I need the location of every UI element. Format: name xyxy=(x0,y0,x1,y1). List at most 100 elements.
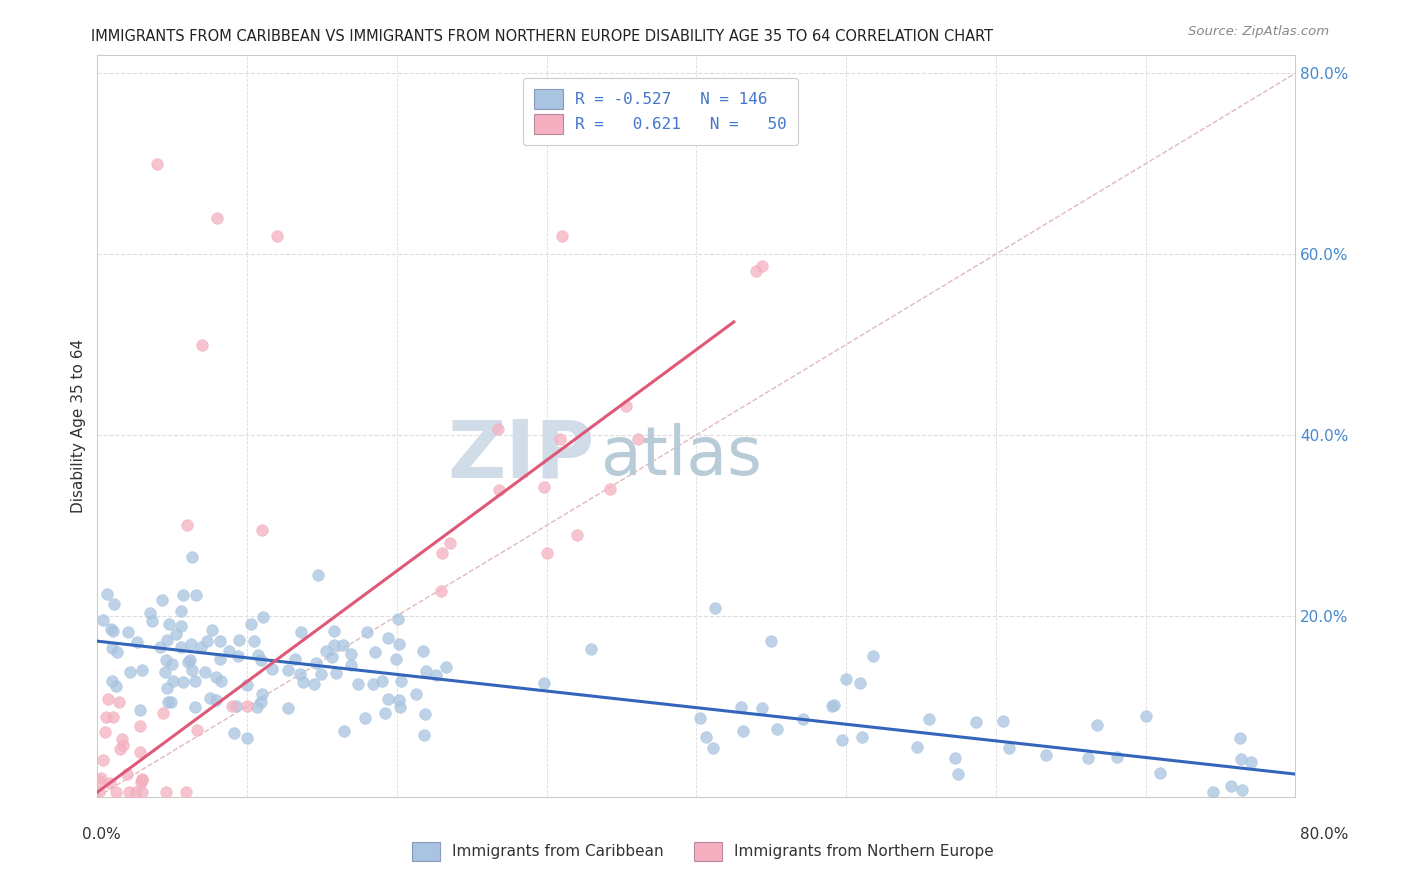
Point xyxy=(703,601,725,615)
Point xyxy=(385,652,408,666)
Point xyxy=(100,674,122,689)
Point xyxy=(246,699,269,714)
Point xyxy=(332,638,354,652)
Point xyxy=(184,700,207,714)
Point xyxy=(488,483,510,497)
Point xyxy=(152,706,174,720)
Point xyxy=(209,633,232,648)
Point xyxy=(918,712,941,726)
Point xyxy=(103,624,125,638)
Point xyxy=(96,587,118,601)
Text: Source: ZipAtlas.com: Source: ZipAtlas.com xyxy=(1188,25,1329,38)
Point xyxy=(599,482,621,496)
Point xyxy=(1230,752,1253,766)
Point xyxy=(905,739,928,754)
Point xyxy=(181,663,204,677)
Point xyxy=(157,617,180,632)
Point xyxy=(221,699,243,714)
Point xyxy=(94,725,117,739)
Point xyxy=(1077,751,1099,765)
Point xyxy=(371,674,394,689)
Point xyxy=(946,766,969,780)
Point xyxy=(131,772,153,787)
Point xyxy=(439,536,461,550)
Point xyxy=(87,785,110,799)
Point xyxy=(565,528,588,542)
Point xyxy=(105,785,128,799)
Point xyxy=(156,633,179,648)
Point xyxy=(733,723,755,738)
Point xyxy=(191,337,214,351)
Point xyxy=(627,432,650,446)
Point xyxy=(201,623,224,637)
Point xyxy=(198,691,221,706)
Point xyxy=(194,665,217,680)
Point xyxy=(702,741,724,756)
Point xyxy=(159,695,181,709)
Point xyxy=(247,648,270,663)
Point xyxy=(579,642,602,657)
Point xyxy=(1135,709,1157,723)
Point xyxy=(277,663,299,677)
Point xyxy=(1229,731,1251,746)
Point xyxy=(128,719,150,733)
Point xyxy=(190,640,212,655)
Point xyxy=(766,722,789,736)
Point xyxy=(129,745,152,759)
Point xyxy=(103,597,125,611)
Point xyxy=(141,614,163,628)
Point xyxy=(1202,785,1225,799)
Point xyxy=(170,640,193,655)
Point xyxy=(226,648,249,663)
Point xyxy=(150,593,173,607)
Point xyxy=(228,633,250,648)
Point xyxy=(347,677,370,691)
Point xyxy=(307,568,329,582)
Point xyxy=(1035,747,1057,762)
Point xyxy=(302,676,325,690)
Point xyxy=(277,701,299,715)
Point xyxy=(325,666,347,681)
Point xyxy=(966,715,988,730)
Point xyxy=(862,648,884,663)
Point xyxy=(361,677,384,691)
Point xyxy=(107,695,129,709)
Point xyxy=(305,657,328,671)
Point xyxy=(174,785,197,799)
Point xyxy=(139,607,162,621)
Point xyxy=(689,711,711,725)
Point xyxy=(146,156,169,170)
Point xyxy=(186,723,208,738)
Point xyxy=(388,700,411,714)
Point xyxy=(848,676,870,690)
Point xyxy=(235,731,257,746)
Point xyxy=(170,619,193,633)
Point xyxy=(90,771,112,785)
Point xyxy=(821,699,844,714)
Point xyxy=(831,733,853,747)
Point xyxy=(533,480,555,494)
Legend: Immigrants from Caribbean, Immigrants from Northern Europe: Immigrants from Caribbean, Immigrants fr… xyxy=(405,834,1001,868)
Point xyxy=(614,399,637,413)
Point xyxy=(184,588,207,602)
Point xyxy=(208,652,231,666)
Point xyxy=(695,730,717,744)
Point xyxy=(430,545,453,559)
Point xyxy=(548,432,571,446)
Point xyxy=(170,604,193,618)
Text: ZIP: ZIP xyxy=(447,417,595,494)
Point xyxy=(155,785,177,799)
Point xyxy=(91,613,114,627)
Point xyxy=(332,724,354,739)
Point xyxy=(156,681,179,695)
Point xyxy=(388,693,411,707)
Point xyxy=(100,622,122,636)
Point xyxy=(249,695,271,709)
Point xyxy=(181,550,204,565)
Point xyxy=(389,674,412,689)
Point xyxy=(354,711,377,725)
Point xyxy=(224,726,246,740)
Legend: R = -0.527   N = 146, R =   0.621   N =   50: R = -0.527 N = 146, R = 0.621 N = 50 xyxy=(523,78,799,145)
Point xyxy=(155,665,177,680)
Point xyxy=(356,625,378,640)
